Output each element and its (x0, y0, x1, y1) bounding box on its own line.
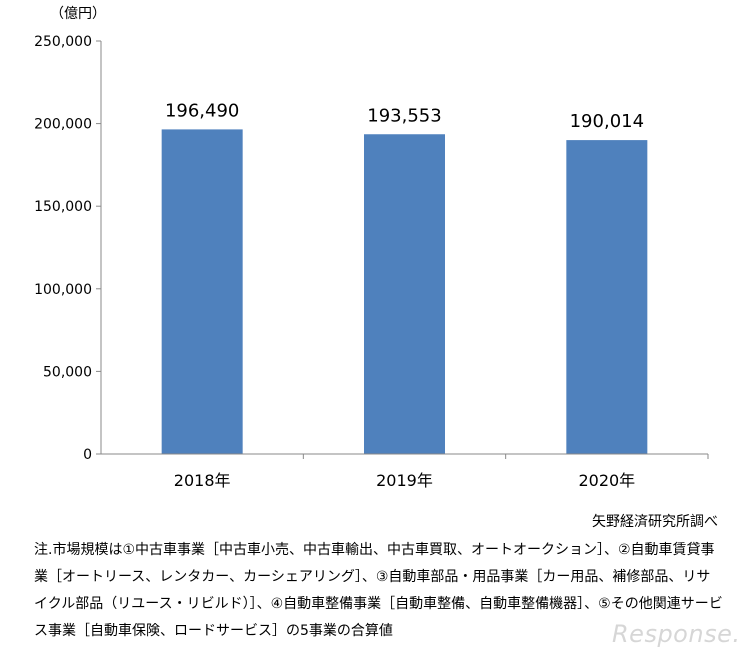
y-tick-label: 250,000 (34, 34, 92, 50)
source-credit: 矢野経済研究所調べ (592, 514, 718, 530)
response-logo: Response. (612, 620, 740, 648)
y-tick-label: 50,000 (43, 364, 92, 380)
y-tick-label: 100,000 (34, 282, 92, 298)
bar-chart: 0 50,000 100,000 150,000 200,000 250,000 196,… (34, 6, 709, 490)
data-labels: 196,490 193,553 190,014 (165, 100, 644, 132)
data-label: 193,553 (367, 105, 441, 126)
x-category-label: 2018年 (174, 471, 231, 490)
y-tick-label: 0 (83, 447, 92, 463)
bar-2018年 (161, 129, 243, 455)
data-label: 190,014 (570, 111, 644, 132)
footnote: 注.市場規模は①中古車事業［中古車小売、中古車輸出、中古車買取、オートオークショ… (34, 542, 723, 639)
data-label: 196,490 (165, 100, 239, 121)
x-category-label: 2020年 (578, 471, 635, 490)
x-axis-categories: 2018年 2019年 2020年 (174, 454, 709, 490)
y-tick-label: 200,000 (34, 117, 92, 133)
y-tick-label: 150,000 (34, 199, 92, 215)
y-axis-unit-label: （億円） (50, 6, 106, 22)
bars (161, 129, 648, 455)
y-axis-ticks: 0 50,000 100,000 150,000 200,000 250,000 (34, 34, 101, 463)
bar-2019年 (364, 134, 445, 455)
bar-2020年 (566, 140, 648, 455)
x-category-label: 2019年 (376, 471, 433, 490)
